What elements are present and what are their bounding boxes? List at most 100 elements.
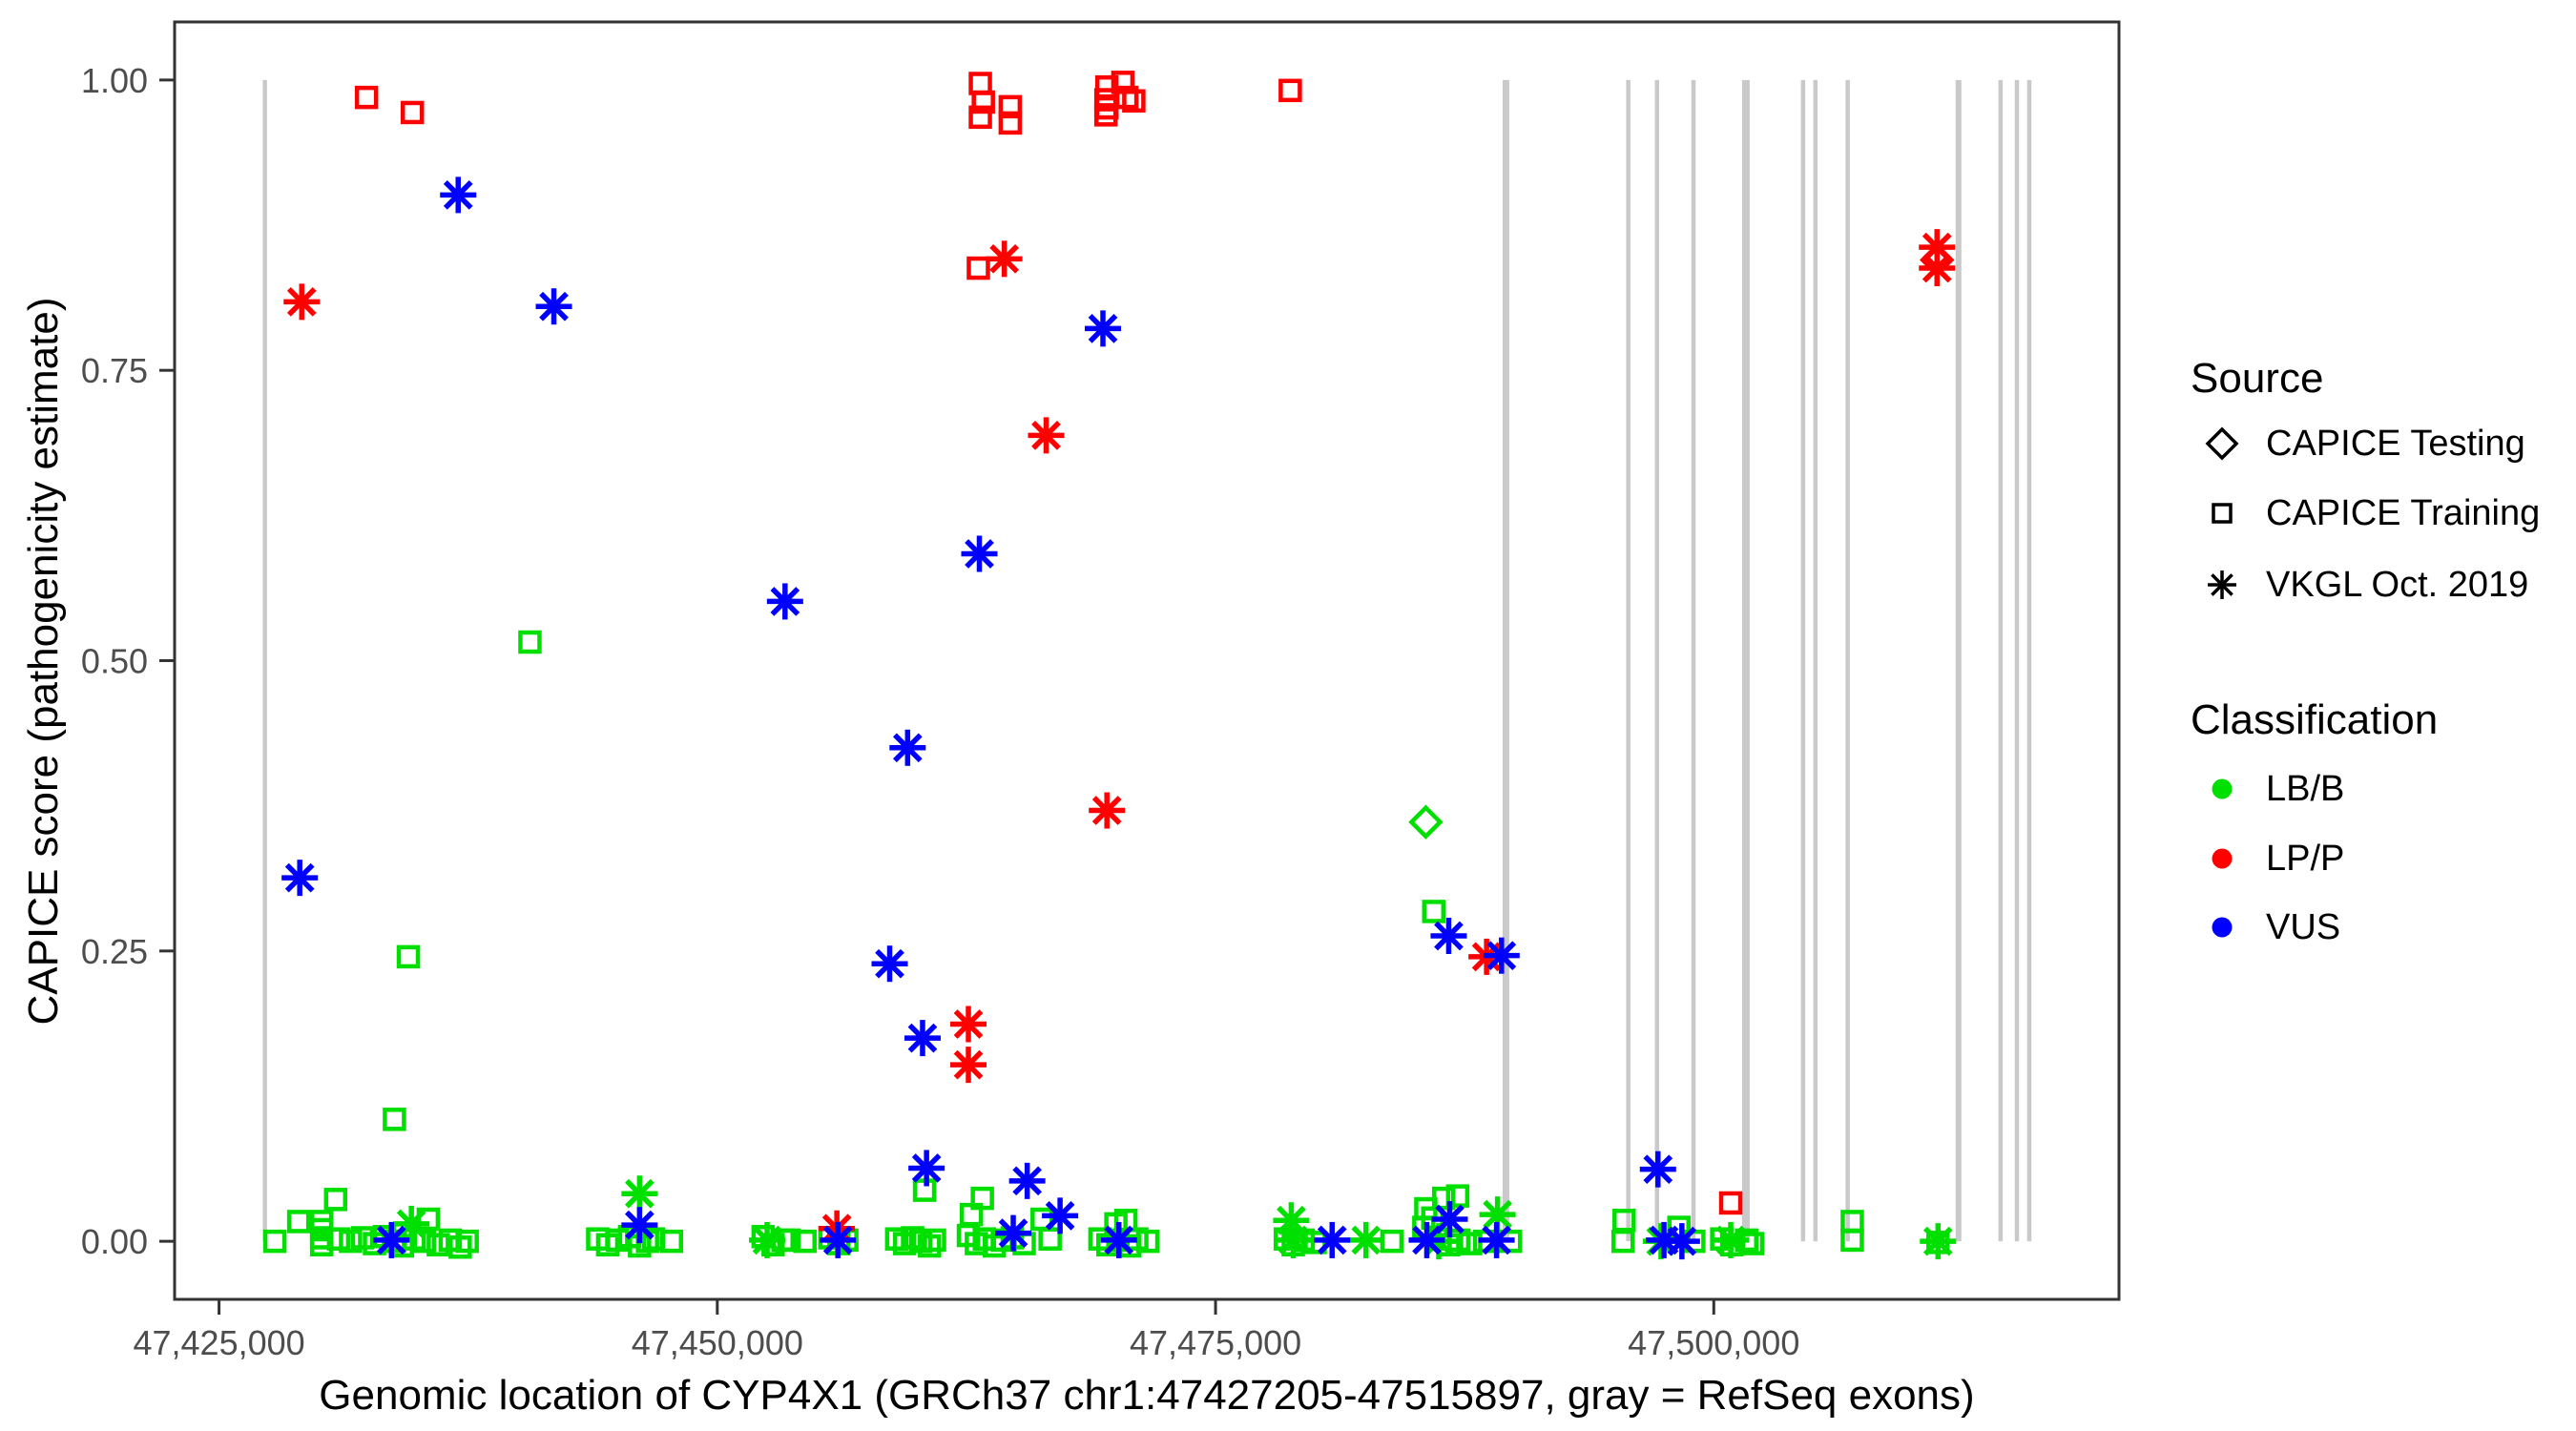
red-dot-icon bbox=[2212, 848, 2233, 869]
exon-bar bbox=[1800, 79, 1806, 1242]
data-point-asterisk bbox=[373, 1221, 410, 1258]
legend-item-capice-testing: CAPICE Testing bbox=[2199, 421, 2525, 467]
data-point-square bbox=[606, 1228, 630, 1253]
data-point-asterisk bbox=[995, 1214, 1032, 1252]
exon-bar bbox=[2026, 79, 2032, 1242]
legend-item-capice-training: CAPICE Training bbox=[2199, 490, 2540, 536]
data-point-square bbox=[354, 85, 379, 110]
data-point-asterisk bbox=[904, 1020, 941, 1057]
data-point-square bbox=[396, 944, 421, 969]
data-point-asterisk bbox=[820, 1221, 857, 1258]
legend-item-vus: VUS bbox=[2199, 904, 2340, 950]
data-point-asterisk bbox=[621, 1207, 658, 1244]
green-dot-icon bbox=[2212, 778, 2233, 799]
data-point-asterisk bbox=[1919, 250, 1956, 287]
data-point-square bbox=[383, 1108, 406, 1131]
panel-border bbox=[173, 20, 2121, 1301]
data-point-square bbox=[1610, 1229, 1635, 1254]
data-point-square bbox=[971, 90, 995, 114]
data-point-square bbox=[1612, 1208, 1636, 1233]
legend-label: CAPICE Testing bbox=[2266, 423, 2525, 464]
data-point-asterisk bbox=[1713, 1221, 1750, 1258]
asterisk-icon bbox=[2208, 570, 2236, 599]
data-point-square bbox=[1422, 900, 1446, 923]
series-asterisk-VUS bbox=[281, 176, 1700, 1260]
data-point-square bbox=[286, 1210, 311, 1234]
y-tick-label: 0.25 bbox=[81, 932, 148, 971]
data-point-square bbox=[426, 1233, 450, 1257]
data-point-asterisk bbox=[1008, 1162, 1046, 1199]
series-diamond-LBB bbox=[1408, 804, 1444, 840]
data-point-square bbox=[412, 1229, 436, 1254]
data-point-square bbox=[1840, 1228, 1864, 1253]
data-point-square bbox=[350, 1226, 375, 1250]
refseq-exon-bars bbox=[262, 79, 2032, 1242]
data-point-square bbox=[998, 111, 1023, 135]
blue-dot-icon bbox=[2212, 917, 2233, 938]
legend-source-title: Source bbox=[2191, 355, 2324, 402]
data-point-asterisk bbox=[1920, 1223, 1957, 1260]
legend-classification-title: Classification bbox=[2191, 696, 2439, 743]
exon-bar bbox=[1813, 79, 1818, 1242]
data-point-asterisk bbox=[393, 1205, 430, 1242]
data-point-asterisk bbox=[950, 1047, 987, 1084]
data-point-asterisk bbox=[621, 1175, 658, 1213]
data-point-asterisk bbox=[871, 945, 908, 983]
data-point-asterisk bbox=[1100, 1221, 1137, 1258]
data-point-asterisk bbox=[908, 1150, 945, 1187]
data-point-square bbox=[262, 1229, 287, 1254]
data-point-square bbox=[923, 1228, 946, 1253]
y-tick-label: 0.75 bbox=[81, 351, 148, 390]
x-tick-label: 47,475,000 bbox=[1130, 1323, 1301, 1362]
legend-label: LB/B bbox=[2266, 768, 2345, 809]
x-tick-label: 47,500,000 bbox=[1628, 1323, 1799, 1362]
data-point-square bbox=[1718, 1191, 1743, 1215]
data-point-asterisk bbox=[1042, 1197, 1079, 1234]
data-point-square bbox=[1278, 78, 1302, 103]
data-point-asterisk bbox=[1663, 1223, 1700, 1260]
data-point-square bbox=[1038, 1227, 1062, 1251]
exon-bar bbox=[1955, 79, 1962, 1242]
y-tick-label: 0.50 bbox=[81, 642, 148, 681]
data-point-asterisk bbox=[749, 1221, 786, 1258]
x-tick-label: 47,450,000 bbox=[632, 1323, 803, 1362]
exon-bar bbox=[1845, 79, 1850, 1242]
data-point-asterisk bbox=[1483, 937, 1520, 974]
data-point-square bbox=[966, 256, 990, 280]
data-point-square bbox=[918, 1234, 942, 1258]
data-point-square bbox=[1093, 103, 1118, 127]
data-point-square bbox=[968, 72, 992, 95]
exon-bar bbox=[1654, 79, 1659, 1242]
data-point-asterisk bbox=[766, 583, 803, 620]
data-point-square bbox=[326, 1227, 351, 1251]
legend-item-lbb: LB/B bbox=[2199, 766, 2344, 812]
data-point-square bbox=[400, 100, 425, 125]
exon-bar bbox=[262, 79, 267, 1242]
data-point-asterisk bbox=[1431, 1201, 1468, 1238]
data-point-square bbox=[1380, 1229, 1404, 1254]
data-point-asterisk bbox=[986, 240, 1023, 278]
y-tick-label: 1.00 bbox=[81, 61, 148, 100]
data-point-asterisk bbox=[889, 729, 926, 766]
axes: 47,425,000 47,450,000 47,475,000 47,500,000… bbox=[81, 61, 1799, 1362]
legend-label: VKGL Oct. 2019 bbox=[2266, 564, 2529, 605]
data-point-asterisk bbox=[1478, 1221, 1515, 1258]
data-point-square bbox=[455, 1229, 479, 1254]
y-axis-title: CAPICE score (pathogenicity estimate) bbox=[20, 297, 67, 1026]
data-point-asterisk bbox=[1347, 1221, 1384, 1258]
data-point-square bbox=[1135, 1229, 1160, 1254]
data-point-square bbox=[998, 94, 1023, 119]
data-point-asterisk bbox=[1028, 417, 1065, 454]
data-point-square bbox=[323, 1188, 348, 1212]
series-asterisk-LPP bbox=[283, 229, 1956, 1247]
series-asterisk-LBB bbox=[393, 1175, 1957, 1260]
data-point-asterisk bbox=[283, 283, 321, 321]
x-axis-title: Genomic location of CYP4X1 (GRCh37 chr1:… bbox=[319, 1372, 1975, 1419]
data-point-square bbox=[1445, 1184, 1470, 1208]
data-point-asterisk bbox=[1430, 917, 1467, 954]
data-point-square bbox=[1740, 1232, 1765, 1255]
data-point-square bbox=[518, 630, 542, 654]
data-point-square bbox=[339, 1229, 363, 1254]
